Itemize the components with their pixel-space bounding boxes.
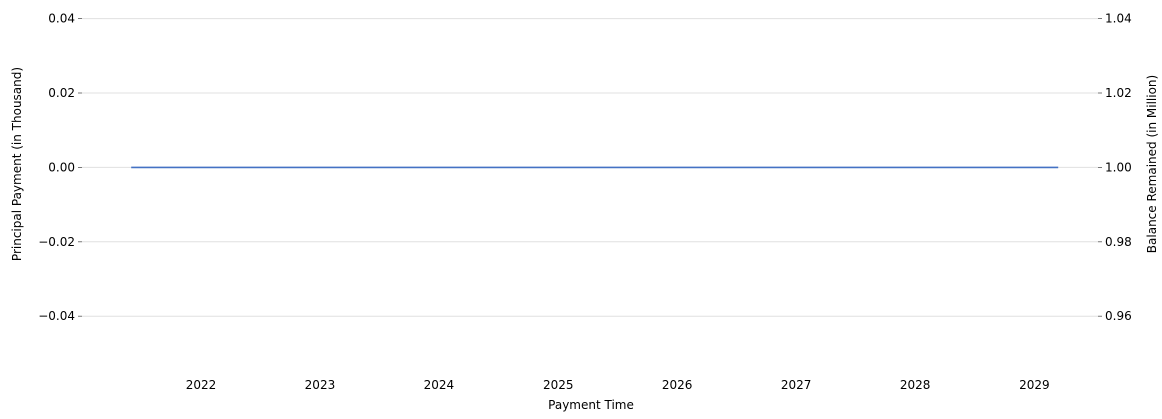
x-tick-label: 2028 [900, 378, 931, 392]
tick-layer: −0.04 −0.02 0.00 0.02 0.04 0.96 0.98 1.00 1.02 1.… [38, 12, 1132, 392]
x-tick-label: 2026 [662, 378, 693, 392]
y-right-tick-label: 1.04 [1105, 12, 1132, 26]
x-tick-label: 2029 [1019, 378, 1050, 392]
y-right-tick-label: 1.02 [1105, 86, 1132, 100]
y-axis-left-title: Principal Payment (in Thousand) [10, 67, 24, 261]
x-tick-label: 2024 [424, 378, 455, 392]
y-axis-right-title: Balance Remained (in Million) [1145, 75, 1159, 253]
y-left-tick-label: 0.00 [48, 160, 75, 174]
y-right-tick-label: 0.96 [1105, 309, 1132, 323]
x-tick-label: 2027 [781, 378, 812, 392]
x-axis-title: Payment Time [548, 398, 634, 412]
y-left-tick-label: −0.04 [38, 309, 75, 323]
x-tick-label: 2025 [543, 378, 574, 392]
x-tick-label: 2023 [305, 378, 336, 392]
y-left-tick-label: 0.04 [48, 12, 75, 26]
y-left-tick-label: −0.02 [38, 235, 75, 249]
y-right-tick-label: 0.98 [1105, 235, 1132, 249]
y-left-tick-label: 0.02 [48, 86, 75, 100]
x-tick-label: 2022 [186, 378, 217, 392]
y-right-tick-label: 1.00 [1105, 160, 1132, 174]
